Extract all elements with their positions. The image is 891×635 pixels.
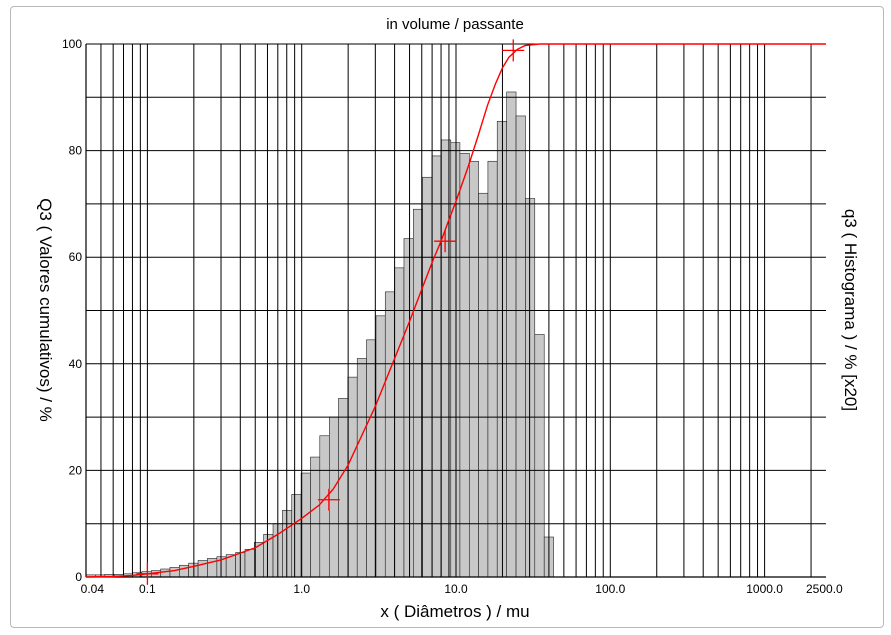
x-tick-label: 1.0 [293,582,310,596]
histogram-bar [403,238,414,578]
histogram-bar [169,567,180,578]
histogram-bar [300,472,311,578]
y-tick-label: 20 [69,463,83,477]
curve-marker [434,230,457,253]
x-tick-label: 100.0 [595,582,625,596]
cumulative-line [85,43,826,578]
histogram-bar [478,192,489,578]
histogram-bar [375,315,386,578]
y-axis-label-left: Q3 ( Valores cumulativos) / % [36,198,55,422]
x-axis-label: x ( Diâmetros ) / mu [380,602,529,621]
histogram-bar [394,267,405,578]
histogram-bar [310,456,321,578]
histogram-bar [338,398,349,578]
histogram-bar [431,155,442,578]
histogram-bar [422,176,433,578]
x-tick-label: 0.04 [81,582,105,596]
histogram-bar [160,568,171,578]
histogram-bar [384,291,395,578]
curve-markers [136,39,525,585]
histogram-bar [487,160,498,578]
histogram-bar [319,435,330,578]
histogram-bar [450,142,461,578]
histogram-bar [347,376,358,578]
curve-marker [136,562,159,585]
histogram-bar [534,334,545,578]
tick-labels: 0 20 40 60 80 100 0.04 0.1 1.0 10.0 100.0 1000.0 250… [62,37,843,596]
y-tick-label: 60 [69,250,83,264]
x-tick-label: 1000.0 [746,582,783,596]
y-tick-label: 80 [69,144,83,158]
histogram-bar [496,120,507,578]
histogram-bar [515,115,526,578]
histogram-bar [244,548,255,578]
histogram-bar [469,160,479,578]
histogram-bar [291,494,302,578]
grid-lines [85,43,826,578]
x-tick-label: 2500.0 [806,582,843,596]
histogram-bar [356,358,367,578]
y-axis-label-right: q3 ( Histograma ) / % [x20] [841,209,860,411]
curve-marker [502,39,525,62]
y-tick-label: 100 [62,37,82,51]
histogram-bar [413,208,423,578]
x-tick-label: 10.0 [444,582,468,596]
chart-title: in volume / passante [386,16,524,33]
y-tick-label: 0 [75,570,82,584]
histogram-bar [525,198,536,578]
histogram-bar [329,416,339,578]
curve-marker [317,488,340,511]
cumulative-curve [85,43,826,578]
x-tick-label: 0.1 [139,582,156,596]
histogram-bar [506,91,517,578]
histogram-bar [179,564,189,578]
histogram-bar [366,339,377,578]
histogram-bar [459,152,470,578]
y-tick-label: 40 [69,357,83,371]
